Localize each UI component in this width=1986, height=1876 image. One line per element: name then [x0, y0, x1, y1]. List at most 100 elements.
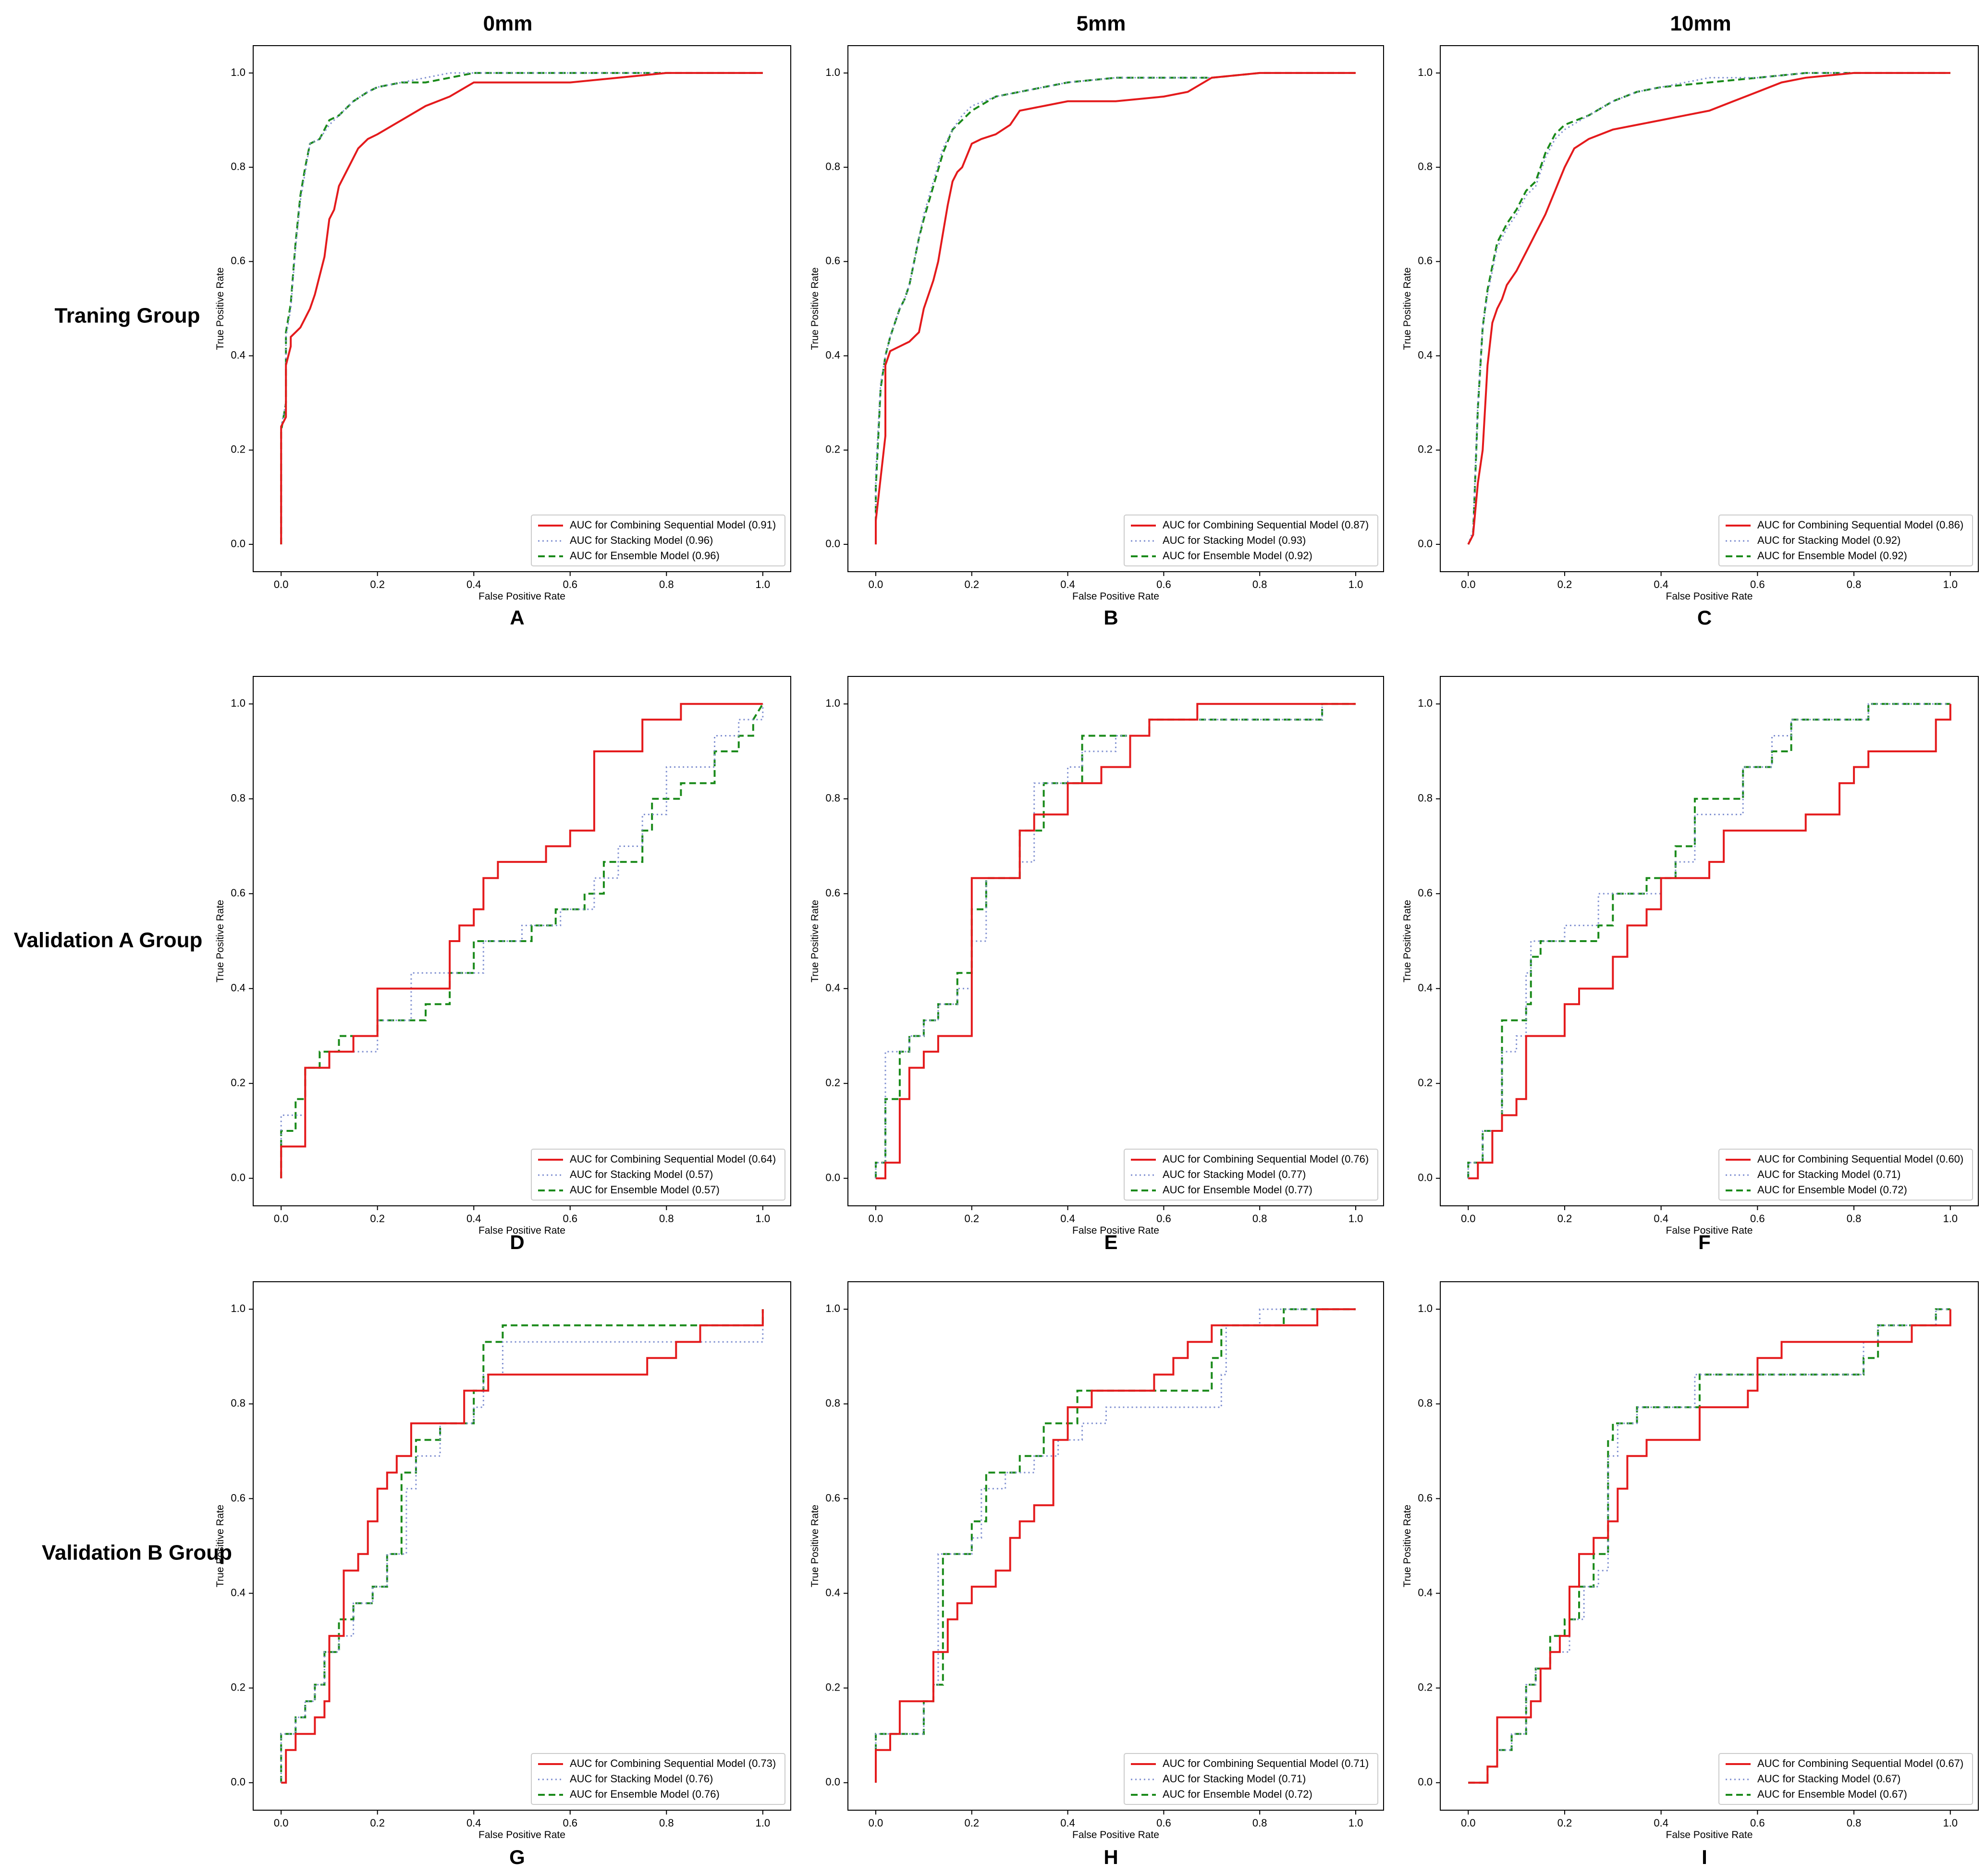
panel-a-ytick-label-0: 0.0: [231, 538, 245, 550]
panel-i-xtick-label-3: 0.6: [1750, 1817, 1765, 1829]
panel-c-xlabel: False Positive Rate: [1666, 591, 1753, 602]
panel-b-letter: B: [1103, 606, 1118, 629]
panel-e-xlabel: False Positive Rate: [1072, 1225, 1159, 1236]
panel-c-ytick-label-0: 0.0: [1418, 538, 1433, 550]
row-title-3: Validation B Group: [42, 1541, 232, 1565]
panel-i-ytick-label-0: 0.0: [1418, 1776, 1433, 1788]
panel-f-ytick-label-1: 0.2: [1418, 1077, 1433, 1089]
row-title-1: Traning Group: [54, 304, 200, 328]
panel-g-ytick-label-0: 0.0: [231, 1776, 245, 1788]
panel-b-legend-label-2: AUC for Stacking Model (0.93): [1163, 534, 1306, 546]
panel-c-xtick-label-3: 0.6: [1750, 578, 1765, 590]
panel-i-frame: [1440, 1281, 1979, 1811]
panel-d-ytick-label-5: 1.0: [231, 697, 245, 709]
panel-h-legend-label-3: AUC for Ensemble Model (0.72): [1163, 1788, 1312, 1800]
panel-d-xtick-label-1: 0.2: [370, 1213, 385, 1225]
panel-g-legend-box: [531, 1753, 785, 1805]
panel-h-ytick-label-5: 1.0: [825, 1302, 840, 1314]
panel-i-xtick-label-5: 1.0: [1943, 1817, 1958, 1829]
panel-c-ytick-label-3: 0.6: [1418, 255, 1433, 267]
panel-g-letter: G: [509, 1846, 525, 1868]
panel-e-legend-label-3: AUC for Ensemble Model (0.77): [1163, 1184, 1312, 1196]
panel-c-series-2-line: [1467, 72, 1950, 545]
panel-g-xtick-label-1: 0.2: [370, 1817, 385, 1829]
panel-h-xlabel: False Positive Rate: [1072, 1829, 1159, 1840]
panel-f-legend-label-1: AUC for Combining Sequential Model (0.60…: [1757, 1153, 1963, 1165]
panel-f-legend-box: [1718, 1149, 1973, 1201]
panel-b-legend-label-1: AUC for Combining Sequential Model (0.87…: [1163, 519, 1369, 531]
panel-g-xtick-label-2: 0.4: [466, 1817, 481, 1829]
panel-d-ytick-label-0: 0.0: [231, 1172, 245, 1184]
panel-e-legend-label-2: AUC for Stacking Model (0.77): [1163, 1168, 1306, 1180]
panel-e-ytick-label-1: 0.2: [825, 1077, 840, 1089]
column-title-3: 10mm: [1670, 12, 1731, 36]
panel-f-letter: F: [1698, 1231, 1711, 1253]
panel-d-ytick-label-1: 0.2: [231, 1077, 245, 1089]
panel-c-ytick-label-4: 0.8: [1418, 160, 1433, 172]
panel-h-ytick-label-2: 0.4: [825, 1586, 840, 1598]
panel-b-xtick-label-1: 0.2: [964, 578, 979, 590]
panel-f-legend-label-2: AUC for Stacking Model (0.71): [1757, 1168, 1900, 1180]
panel-g-series-1-line: [281, 1309, 764, 1784]
panel-b-series-1-line: [875, 72, 1356, 545]
panel-c-ytick-label-5: 1.0: [1418, 66, 1433, 78]
panel-f-xtick-label-4: 0.8: [1847, 1213, 1862, 1225]
panel-i-ylabel: True Positive Rate: [1402, 1505, 1413, 1587]
panel-a-series-3-line: [280, 72, 763, 545]
panel-f-series-1-line: [1468, 704, 1951, 1179]
panel-i-legend-label-2: AUC for Stacking Model (0.67): [1757, 1773, 1900, 1785]
panel-d-legend-box: [531, 1149, 785, 1201]
panel-h-xtick-label-3: 0.6: [1156, 1817, 1171, 1829]
panel-i-series-2-line: [1468, 1308, 1950, 1784]
panel-a-series-1-line: [280, 72, 763, 545]
panel-e-xtick-label-1: 0.2: [964, 1213, 979, 1225]
panel-c-letter: C: [1697, 606, 1712, 629]
panel-i-legend-box: [1718, 1753, 1973, 1805]
panel-h-ytick-label-4: 0.8: [825, 1397, 840, 1409]
panel-f-ylabel: True Positive Rate: [1402, 900, 1413, 982]
panel-a-xtick-label-4: 0.8: [659, 578, 674, 590]
panel-c-xtick-label-4: 0.8: [1847, 578, 1862, 590]
panel-e-frame: [847, 676, 1384, 1206]
panel-b-ytick-label-0: 0.0: [825, 538, 840, 550]
panel-f-xtick-label-2: 0.4: [1654, 1213, 1668, 1225]
panel-i-xlabel: False Positive Rate: [1666, 1829, 1753, 1840]
panel-a-xtick-label-0: 0.0: [274, 578, 289, 590]
panel-e-ytick-label-0: 0.0: [825, 1172, 840, 1184]
panel-e-xtick-label-3: 0.6: [1156, 1213, 1171, 1225]
panel-g-xlabel: False Positive Rate: [478, 1829, 565, 1840]
panel-h-legend-box: [1124, 1753, 1378, 1805]
panel-f-ytick-label-2: 0.4: [1418, 982, 1433, 994]
panel-g-series-3-line: [280, 1309, 764, 1783]
panel-c-ytick-label-2: 0.4: [1418, 349, 1433, 361]
panel-a-ytick-label-2: 0.4: [231, 349, 245, 361]
panel-c-xtick-label-5: 1.0: [1943, 578, 1958, 590]
panel-b-legend-box: [1124, 515, 1378, 566]
panel-h-frame: [847, 1281, 1384, 1811]
panel-c-ylabel: True Positive Rate: [1402, 268, 1413, 350]
panel-d-ytick-label-2: 0.4: [231, 982, 245, 994]
panel-d-xlabel: False Positive Rate: [478, 1225, 565, 1236]
panel-h-series-3-line: [875, 1308, 1356, 1783]
panel-c-series-3-line: [1467, 72, 1950, 545]
panel-a-legend-box: [531, 515, 785, 566]
panel-c-legend-label-3: AUC for Ensemble Model (0.92): [1757, 550, 1907, 562]
panel-g-ytick-label-2: 0.4: [231, 1586, 245, 1598]
panel-a-legend-label-1: AUC for Combining Sequential Model (0.91…: [570, 519, 776, 531]
panel-i-ytick-label-3: 0.6: [1418, 1492, 1433, 1504]
panel-a-xtick-label-5: 1.0: [756, 578, 771, 590]
panel-c-xtick-label-0: 0.0: [1461, 578, 1476, 590]
panel-a-legend-label-3: AUC for Ensemble Model (0.96): [570, 550, 720, 562]
panel-i-xtick-label-1: 0.2: [1557, 1817, 1572, 1829]
panel-e-ytick-label-2: 0.4: [825, 982, 840, 994]
panel-c-legend-label-2: AUC for Stacking Model (0.92): [1757, 534, 1900, 546]
panel-g-legend-label-3: AUC for Ensemble Model (0.76): [570, 1788, 720, 1800]
panel-b-xtick-label-5: 1.0: [1349, 578, 1363, 590]
panel-c-series-1-line: [1467, 72, 1950, 545]
panel-h-legend-label-1: AUC for Combining Sequential Model (0.71…: [1163, 1757, 1369, 1769]
panel-a-xtick-label-1: 0.2: [370, 578, 385, 590]
panel-c-frame: [1440, 45, 1979, 572]
panel-c-legend-label-1: AUC for Combining Sequential Model (0.86…: [1757, 519, 1963, 531]
panel-h-xtick-label-2: 0.4: [1060, 1817, 1075, 1829]
